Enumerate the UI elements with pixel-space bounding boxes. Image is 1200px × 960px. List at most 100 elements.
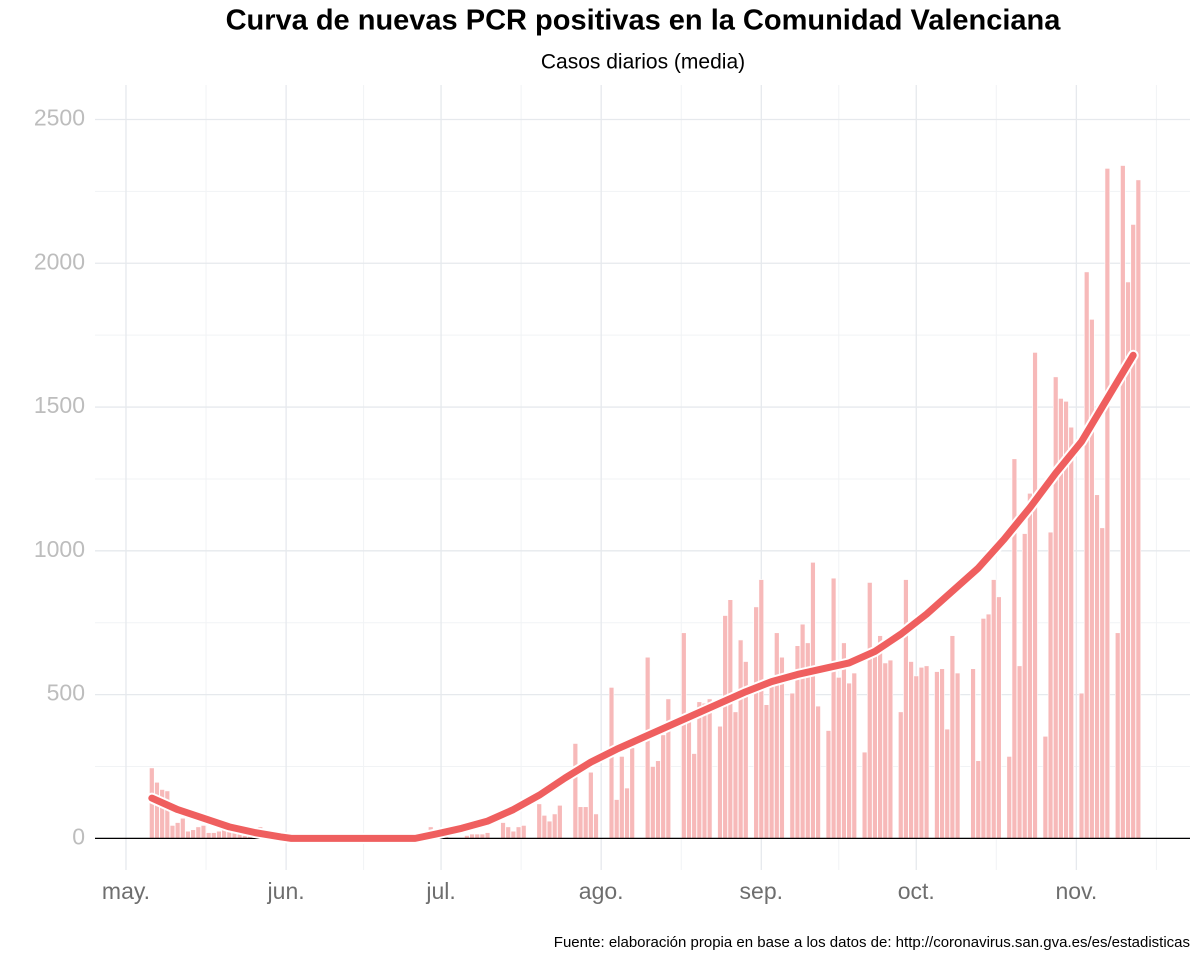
bar	[717, 725, 723, 839]
bar	[551, 813, 558, 839]
x-tick-label: ago.	[579, 878, 624, 904]
bar	[650, 766, 656, 839]
bar	[696, 701, 703, 839]
bar	[872, 654, 878, 839]
bar	[980, 618, 987, 839]
y-tick-label: 2000	[34, 248, 85, 274]
bar	[867, 582, 873, 839]
bar	[629, 747, 635, 839]
bar	[985, 613, 992, 839]
bar	[903, 579, 909, 839]
bar	[1032, 352, 1038, 839]
bar	[1011, 458, 1018, 839]
bar	[644, 656, 651, 839]
bar	[655, 760, 661, 839]
bar	[913, 675, 919, 839]
chart-title: Curva de nuevas PCR positivas en la Comu…	[226, 5, 1062, 37]
bar	[939, 668, 945, 839]
bar	[180, 817, 186, 839]
bar	[1022, 533, 1028, 839]
bar	[686, 718, 692, 839]
bar	[970, 668, 976, 839]
bar	[758, 579, 764, 839]
bar	[846, 682, 852, 839]
bar	[681, 632, 687, 839]
bar	[593, 813, 599, 839]
bar	[515, 826, 522, 839]
bar	[521, 825, 527, 839]
bar	[500, 822, 506, 839]
bar	[887, 659, 894, 839]
bar	[737, 639, 744, 839]
bar	[763, 704, 770, 839]
bar	[799, 623, 806, 839]
bar	[722, 615, 728, 839]
bar	[577, 806, 584, 839]
bar	[154, 781, 160, 839]
bar	[1083, 271, 1090, 839]
y-tick-label: 2500	[34, 105, 85, 131]
bar	[619, 756, 625, 839]
bar	[753, 606, 759, 839]
bar	[174, 822, 181, 839]
bar	[608, 687, 615, 839]
chart-subtitle: Casos diarios (media)	[541, 51, 745, 74]
x-tick-label: nov.	[1055, 878, 1097, 904]
bar	[1016, 665, 1023, 839]
bar	[1042, 735, 1049, 839]
bar	[164, 790, 171, 839]
bar	[613, 799, 620, 839]
y-tick-label: 1000	[34, 536, 85, 562]
bar	[588, 771, 594, 839]
bar	[624, 787, 630, 839]
bar	[830, 577, 837, 839]
x-tick-label: jun.	[267, 878, 305, 904]
bar	[706, 698, 713, 839]
bar	[505, 826, 511, 839]
x-tick-label: oct.	[898, 878, 935, 904]
bar	[1027, 493, 1033, 839]
bar	[727, 599, 734, 839]
bar	[1047, 531, 1054, 839]
bar	[877, 635, 883, 839]
bar	[825, 730, 832, 839]
bar	[1078, 692, 1085, 839]
bar	[691, 753, 697, 839]
trend-line	[148, 351, 1137, 842]
bar	[185, 830, 191, 839]
bar	[949, 635, 956, 839]
bar	[541, 815, 548, 839]
bar	[898, 711, 904, 839]
bar	[861, 751, 868, 839]
source-note: Fuente: elaboración propia en base a los…	[554, 934, 1190, 951]
bar	[944, 728, 950, 839]
bar	[954, 672, 961, 839]
bar	[768, 677, 775, 839]
bar	[815, 705, 821, 839]
bar	[582, 806, 589, 839]
bar	[190, 829, 196, 839]
bar	[1094, 494, 1100, 839]
y-tick-label: 1500	[34, 392, 85, 418]
bar	[195, 826, 202, 839]
bar	[557, 805, 563, 839]
bar	[851, 672, 857, 839]
bar	[908, 661, 914, 839]
bar	[216, 830, 222, 839]
bar	[701, 702, 708, 839]
bar	[1104, 168, 1111, 839]
bar	[1068, 426, 1074, 839]
bar	[1053, 376, 1059, 839]
bar	[1130, 224, 1136, 839]
bar	[1006, 756, 1012, 839]
y-tick-label: 0	[72, 823, 85, 849]
bar	[572, 743, 579, 839]
bar	[1120, 165, 1126, 839]
bar	[836, 677, 842, 839]
bar	[205, 832, 212, 839]
bar	[991, 579, 997, 839]
bar	[536, 803, 542, 839]
bar	[200, 825, 207, 839]
bar	[1114, 632, 1121, 839]
